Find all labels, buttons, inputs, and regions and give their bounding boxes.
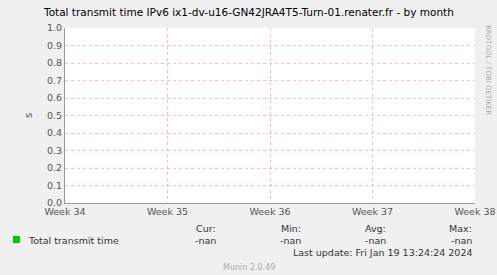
svg-text:-nan: -nan [280, 235, 301, 246]
svg-text:Week 35: Week 35 [147, 206, 188, 217]
svg-text:-nan: -nan [365, 235, 386, 246]
svg-text:Max:: Max: [449, 223, 472, 234]
svg-text:Last update: Fri Jan 19 13:24:: Last update: Fri Jan 19 13:24:24 2024 [293, 247, 472, 258]
svg-text:Munin 2.0.49: Munin 2.0.49 [223, 263, 275, 272]
svg-text:0.0: 0.0 [47, 197, 62, 208]
svg-text:Total transmit time: Total transmit time [28, 235, 119, 246]
svg-text:Avg:: Avg: [365, 223, 386, 234]
svg-text:0.8: 0.8 [47, 57, 62, 68]
svg-text:Cur:: Cur: [196, 223, 216, 234]
svg-text:Week 37: Week 37 [352, 206, 393, 217]
svg-text:Total transmit time IPv6 ix1-d: Total transmit time IPv6 ix1-dv-u16-GN42… [43, 6, 454, 18]
svg-text:Min:: Min: [281, 223, 301, 234]
svg-text:RRDTOOL / TOBI OETIKER: RRDTOOL / TOBI OETIKER [484, 25, 492, 115]
svg-text:0.4: 0.4 [47, 127, 62, 138]
svg-text:0.2: 0.2 [47, 162, 62, 173]
svg-text:Week 38: Week 38 [454, 206, 495, 217]
svg-text:s: s [23, 113, 34, 118]
svg-text:0.1: 0.1 [47, 180, 62, 191]
svg-text:0.3: 0.3 [47, 145, 62, 156]
svg-text:0.9: 0.9 [47, 40, 62, 51]
svg-text:1.0: 1.0 [47, 22, 62, 33]
svg-text:0.5: 0.5 [47, 110, 62, 121]
svg-text:Week 36: Week 36 [249, 206, 290, 217]
svg-text:0.7: 0.7 [47, 75, 62, 86]
svg-text:-nan: -nan [195, 235, 216, 246]
svg-text:Week 34: Week 34 [44, 206, 85, 217]
svg-text:0.6: 0.6 [47, 92, 62, 103]
svg-text:-nan: -nan [451, 235, 472, 246]
